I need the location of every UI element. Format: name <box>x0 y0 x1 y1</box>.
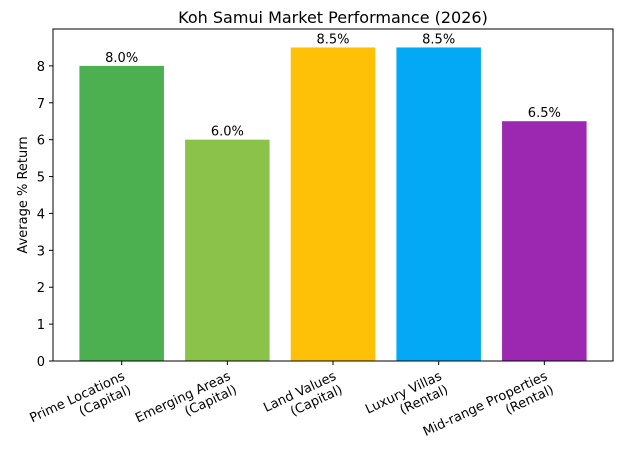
y-tick-label: 8 <box>37 60 45 75</box>
x-tick-label: Land Values(Capital) <box>261 369 345 429</box>
y-tick-label: 3 <box>37 244 45 259</box>
plot-frame <box>52 28 614 362</box>
value-label: 8.0% <box>105 51 138 66</box>
y-tick-label: 5 <box>37 171 45 186</box>
chart-title: Koh Samui Market Performance (2026) <box>178 8 488 27</box>
bar <box>185 139 270 361</box>
x-tick-label: Prime Locations(Capital) <box>28 369 134 440</box>
y-axis-label: Average % Return <box>16 136 31 253</box>
bar <box>396 47 481 361</box>
value-label: 8.5% <box>422 32 455 47</box>
y-tick-label: 1 <box>37 318 45 333</box>
bar <box>290 47 376 361</box>
y-tick-label: 7 <box>37 97 45 112</box>
value-label: 6.5% <box>528 106 561 121</box>
y-tick-label: 0 <box>37 355 45 370</box>
x-tick-label: Emerging Areas(Capital) <box>133 369 239 440</box>
value-label: 8.5% <box>316 32 349 47</box>
y-tick-label: 6 <box>37 134 45 149</box>
bar <box>79 65 164 361</box>
bar <box>502 121 587 361</box>
y-tick-label: 2 <box>37 281 45 296</box>
value-label: 6.0% <box>211 125 244 140</box>
y-tick-label: 4 <box>37 207 45 222</box>
